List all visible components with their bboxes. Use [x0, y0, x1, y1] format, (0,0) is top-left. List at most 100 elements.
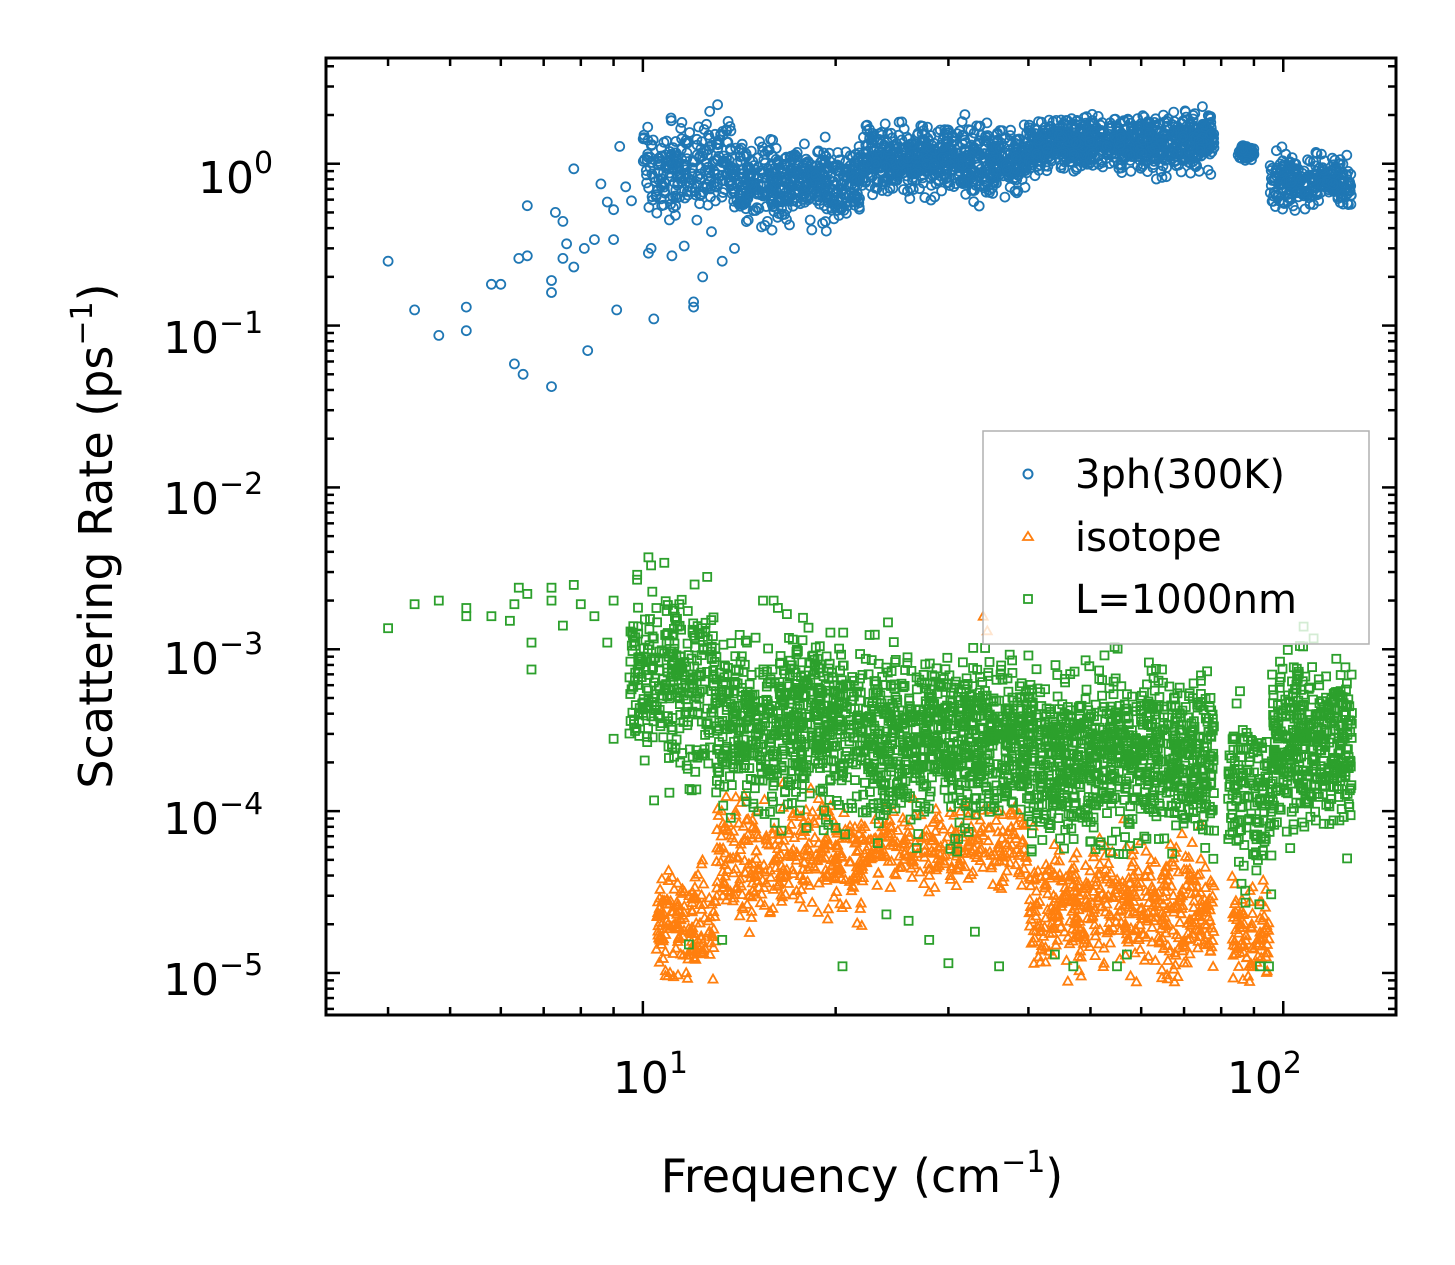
point-l-1000nm [632, 569, 643, 580]
point-3ph-300k- [1135, 162, 1147, 174]
point-l-1000nm [703, 758, 714, 769]
point-3ph-300k- [798, 166, 810, 178]
point-3ph-300k- [980, 166, 992, 178]
point-isotope [1098, 849, 1111, 861]
point-3ph-300k- [957, 178, 968, 190]
point-3ph-300k- [638, 132, 650, 144]
point-3ph-300k- [816, 181, 828, 192]
point-3ph-300k- [1009, 185, 1021, 197]
point-3ph-300k- [723, 164, 735, 176]
point-3ph-300k- [799, 180, 811, 192]
point-3ph-300k- [911, 149, 923, 160]
point-isotope [1061, 974, 1074, 986]
point-3ph-300k- [864, 161, 875, 173]
point-3ph-300k- [781, 203, 793, 215]
point-3ph-300k- [752, 178, 764, 190]
point-isotope [1194, 852, 1207, 864]
point-3ph-300k- [684, 177, 696, 189]
point-3ph-300k- [930, 178, 942, 190]
point-3ph-300k- [664, 167, 676, 179]
point-3ph-300k- [901, 163, 912, 175]
point-3ph-300k- [659, 187, 671, 199]
point-3ph-300k- [999, 191, 1011, 203]
point-3ph-300k- [769, 180, 781, 192]
point-3ph-300k- [409, 304, 421, 316]
point-3ph-300k- [651, 207, 663, 219]
point-3ph-300k- [485, 278, 497, 290]
point-l-1000nm [750, 632, 761, 643]
point-3ph-300k- [691, 214, 703, 226]
point-3ph-300k- [745, 145, 757, 157]
point-3ph-300k- [433, 329, 445, 341]
point-l-1000nm [669, 638, 680, 649]
point-3ph-300k- [750, 205, 761, 216]
point-isotope [928, 881, 941, 892]
point-3ph-300k- [896, 116, 908, 128]
point-3ph-300k- [979, 167, 990, 179]
point-3ph-300k- [731, 157, 743, 169]
point-3ph-300k- [595, 178, 607, 190]
point-3ph-300k- [578, 242, 590, 254]
point-3ph-300k- [778, 164, 790, 176]
point-3ph-300k- [766, 199, 778, 210]
point-3ph-300k- [642, 148, 654, 160]
point-3ph-300k- [557, 215, 569, 227]
point-isotope [1079, 859, 1092, 870]
point-3ph-300k- [811, 195, 823, 206]
point-l-1000nm [632, 574, 642, 585]
point-3ph-300k- [697, 271, 709, 283]
point-3ph-300k- [713, 138, 725, 150]
point-3ph-300k- [648, 313, 660, 325]
point-3ph-300k- [819, 131, 831, 143]
point-3ph-300k- [964, 157, 976, 169]
point-3ph-300k- [792, 187, 804, 199]
point-3ph-300k- [776, 203, 787, 215]
point-3ph-300k- [706, 226, 717, 238]
point-3ph-300k- [1011, 187, 1023, 199]
point-l-1000nm [797, 635, 808, 646]
point-3ph-300k- [972, 145, 983, 157]
point-3ph-300k- [658, 181, 670, 193]
data-points [382, 99, 1357, 987]
point-3ph-300k- [601, 196, 613, 208]
point-3ph-300k- [939, 124, 951, 136]
point-l-1000nm [647, 586, 658, 597]
point-3ph-300k- [919, 135, 931, 147]
point-isotope [828, 890, 841, 902]
point-isotope [1227, 971, 1240, 983]
point-isotope [720, 790, 733, 801]
point-3ph-300k- [784, 219, 795, 231]
point-isotope [1232, 960, 1245, 971]
point-3ph-300k- [973, 200, 985, 212]
point-3ph-300k- [691, 178, 703, 190]
point-3ph-300k- [521, 250, 533, 262]
point-3ph-300k- [860, 176, 872, 188]
point-isotope [796, 900, 809, 912]
point-3ph-300k- [956, 116, 968, 127]
point-3ph-300k- [546, 287, 557, 298]
point-3ph-300k- [962, 168, 974, 180]
point-isotope [1134, 943, 1147, 954]
point-3ph-300k- [971, 139, 983, 151]
point-3ph-300k- [770, 142, 782, 154]
point-3ph-300k- [664, 214, 675, 226]
point-3ph-300k- [806, 224, 818, 236]
point-3ph-300k- [826, 204, 838, 216]
point-3ph-300k- [973, 180, 985, 192]
point-isotope [917, 877, 930, 888]
point-isotope [1075, 969, 1088, 981]
point-3ph-300k- [1004, 130, 1016, 141]
point-isotope [1092, 937, 1105, 949]
point-3ph-300k- [460, 325, 472, 337]
point-3ph-300k- [777, 171, 789, 183]
point-3ph-300k- [849, 191, 860, 203]
point-3ph-300k- [887, 182, 899, 194]
point-isotope [986, 878, 999, 889]
point-3ph-300k- [895, 166, 907, 178]
point-3ph-300k- [626, 195, 637, 207]
point-3ph-300k- [820, 161, 832, 173]
point-3ph-300k- [646, 191, 658, 203]
point-3ph-300k- [716, 169, 728, 181]
point-3ph-300k- [666, 250, 678, 262]
point-3ph-300k- [799, 138, 810, 150]
